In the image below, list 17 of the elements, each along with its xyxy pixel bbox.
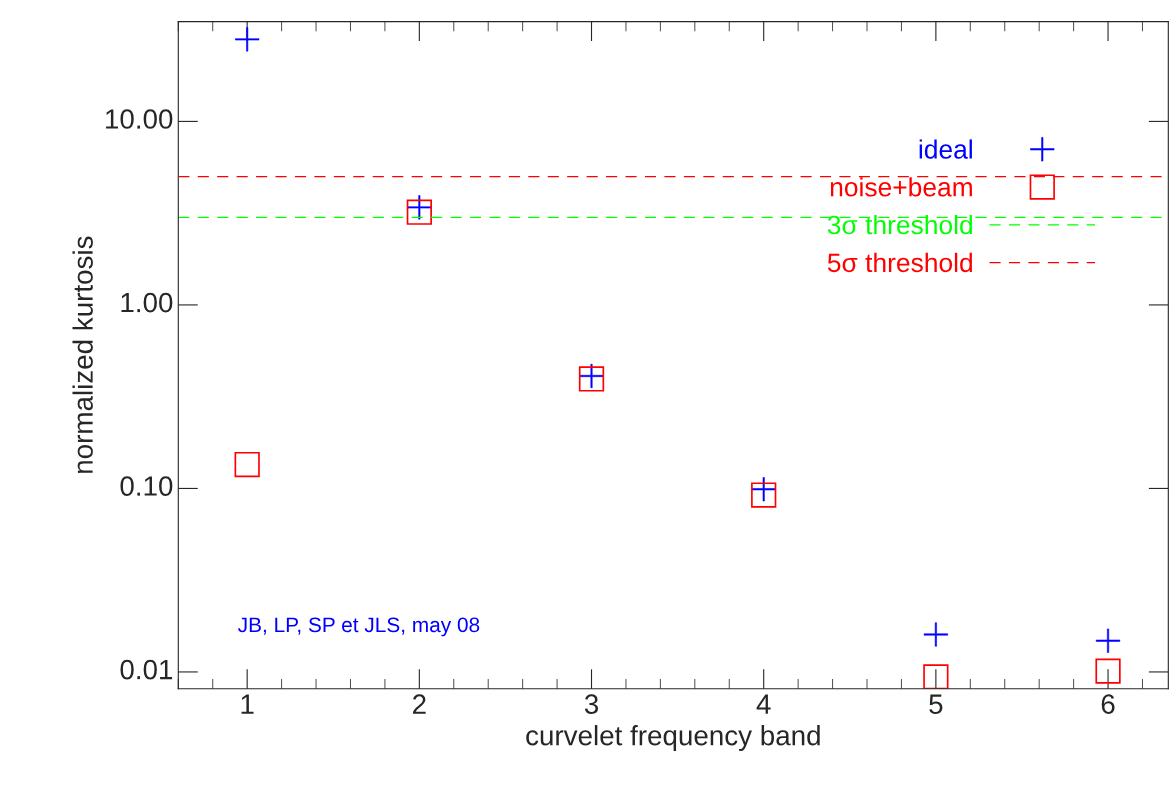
x-tick-label: 5: [929, 694, 943, 714]
y-axis-title: normalized kurtosis: [72, 236, 93, 473]
x-tick-label: 6: [1101, 694, 1115, 714]
annotation: JB, LP, SP et JLS, may 08: [238, 617, 480, 637]
legend-label: 5σ threshold: [827, 252, 972, 273]
y-tick-label: 0.01: [120, 659, 173, 680]
x-tick-label: 4: [756, 694, 771, 714]
x-tick-label: 1: [241, 694, 254, 714]
x-axis-title: curvelet frequency band: [526, 725, 820, 751]
y-tick-label: 1.00: [121, 292, 173, 313]
x-tick-label: 3: [584, 694, 599, 714]
x-tick-label: 2: [413, 694, 426, 714]
y-tick-label: 10.00: [106, 109, 173, 129]
legend-label: ideal: [919, 139, 972, 159]
ref-line-label: 3σ threshold: [827, 214, 972, 235]
legend-label: noise+beam: [830, 177, 972, 197]
y-tick-label: 0.10: [120, 476, 173, 496]
